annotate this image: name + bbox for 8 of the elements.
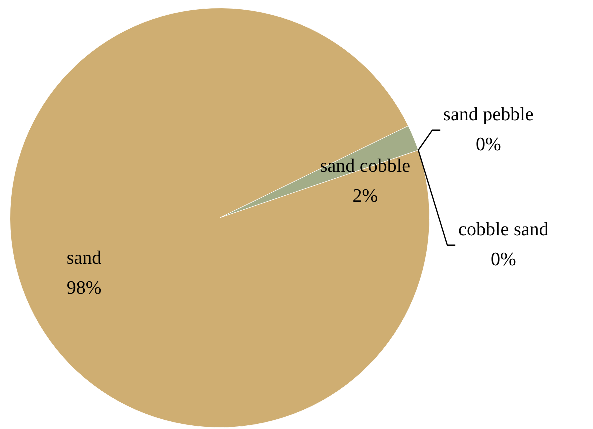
text: 0% <box>491 249 516 270</box>
category-label: sand pebble <box>444 104 534 126</box>
slice-label: sand cobble <box>320 156 411 178</box>
data-label: 98% <box>66 278 102 299</box>
category-label: cobble sand <box>458 219 549 240</box>
data-label: 2% <box>352 186 378 208</box>
text: 0% <box>476 134 502 156</box>
slice-label: sand <box>66 248 102 269</box>
